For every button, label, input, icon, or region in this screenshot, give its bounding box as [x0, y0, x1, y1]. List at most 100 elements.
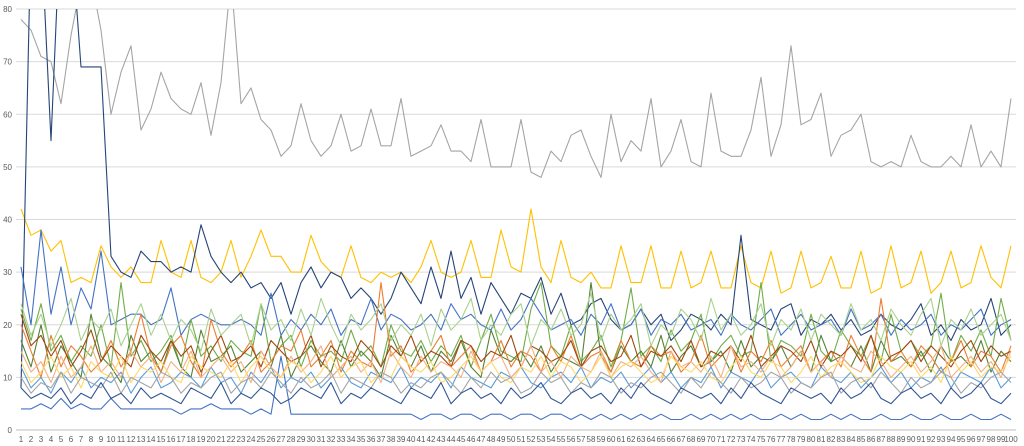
x-tick-label: 91 [917, 435, 926, 444]
x-tick-label: 63 [637, 435, 646, 444]
x-tick-label: 70 [707, 435, 716, 444]
x-tick-label: 97 [977, 435, 986, 444]
x-tick-label: 2 [29, 435, 34, 444]
x-tick-label: 40 [407, 435, 416, 444]
x-tick-label: 98 [987, 435, 996, 444]
x-tick-label: 83 [837, 435, 846, 444]
x-tick-label: 45 [457, 435, 466, 444]
x-tick-label: 43 [437, 435, 446, 444]
x-tick-label: 78 [787, 435, 796, 444]
x-tick-label: 20 [207, 435, 216, 444]
x-tick-label: 30 [307, 435, 316, 444]
y-tick-label: 10 [3, 373, 12, 382]
x-tick-label: 32 [327, 435, 336, 444]
x-tick-label: 3 [39, 435, 44, 444]
x-tick-label: 6 [69, 435, 74, 444]
x-tick-label: 23 [237, 435, 246, 444]
x-tick-label: 67 [677, 435, 686, 444]
x-tick-label: 82 [827, 435, 836, 444]
y-tick-label: 20 [3, 321, 12, 330]
y-tick-label: 70 [3, 58, 12, 67]
x-tick-label: 99 [997, 435, 1006, 444]
x-tick-label: 96 [967, 435, 976, 444]
x-tick-label: 50 [507, 435, 516, 444]
x-tick-label: 71 [717, 435, 726, 444]
x-tick-label: 65 [657, 435, 666, 444]
x-tick-label: 15 [157, 435, 166, 444]
x-tick-label: 90 [907, 435, 916, 444]
x-tick-label: 95 [957, 435, 966, 444]
x-tick-label: 8 [89, 435, 94, 444]
x-tick-label: 24 [247, 435, 256, 444]
x-tick-label: 19 [197, 435, 206, 444]
x-tick-label: 68 [687, 435, 696, 444]
x-tick-label: 33 [337, 435, 346, 444]
x-tick-label: 93 [937, 435, 946, 444]
x-tick-label: 62 [627, 435, 636, 444]
series-line-14 [20, 371, 1012, 394]
x-tick-label: 55 [557, 435, 566, 444]
x-tick-label: 26 [267, 435, 276, 444]
x-tick-label: 34 [347, 435, 356, 444]
x-tick-label: 27 [277, 435, 286, 444]
x-tick-label: 13 [137, 435, 146, 444]
x-tick-label: 52 [527, 435, 536, 444]
x-tick-label: 81 [817, 435, 826, 444]
x-tick-label: 57 [577, 435, 586, 444]
x-tick-label: 25 [257, 435, 266, 444]
x-tick-label: 39 [397, 435, 406, 444]
x-tick-label: 84 [847, 435, 856, 444]
x-tick-label: 69 [697, 435, 706, 444]
y-tick-label: 60 [3, 110, 12, 119]
y-tick-label: 30 [3, 268, 12, 277]
x-tick-label: 31 [317, 435, 326, 444]
x-tick-label: 64 [647, 435, 656, 444]
x-tick-label: 16 [167, 435, 176, 444]
x-tick-label: 54 [547, 435, 556, 444]
x-tick-label: 49 [497, 435, 506, 444]
x-tick-label: 94 [947, 435, 956, 444]
x-tick-label: 100 [1004, 435, 1018, 444]
x-tick-label: 36 [367, 435, 376, 444]
gridlines [16, 8, 1016, 378]
series-line-15 [20, 382, 1012, 405]
x-tick-label: 74 [747, 435, 756, 444]
y-tick-label: 40 [3, 216, 12, 225]
x-tick-label: 92 [927, 435, 936, 444]
x-tick-label: 41 [417, 435, 426, 444]
x-tick-label: 44 [447, 435, 456, 444]
series-line-2 [20, 208, 1012, 294]
x-tick-label: 9 [99, 435, 104, 444]
x-tick-label: 61 [617, 435, 626, 444]
series-line-9 [20, 366, 1012, 394]
x-tick-label: 59 [597, 435, 606, 444]
x-tick-label: 66 [667, 435, 676, 444]
x-tick-label: 10 [107, 435, 116, 444]
x-tick-label: 28 [287, 435, 296, 444]
series-line-11 [20, 292, 1012, 352]
series-line-3 [20, 9, 1012, 388]
x-tick-label: 76 [767, 435, 776, 444]
x-tick-label: 17 [177, 435, 186, 444]
x-tick-label: 4 [49, 435, 54, 444]
x-tick-label: 73 [737, 435, 746, 444]
x-tick-label: 35 [357, 435, 366, 444]
x-tick-label: 51 [517, 435, 526, 444]
x-tick-label: 46 [467, 435, 476, 444]
x-tick-label: 85 [857, 435, 866, 444]
x-tick-label: 87 [877, 435, 886, 444]
y-tick-label: 0 [8, 426, 13, 435]
series-line-6 [20, 282, 1012, 384]
x-tick-label: 37 [377, 435, 386, 444]
x-tick-label: 12 [127, 435, 136, 444]
x-tick-label: 60 [607, 435, 616, 444]
x-tick-label: 53 [537, 435, 546, 444]
x-tick-label: 29 [297, 435, 306, 444]
series-lines [20, 9, 1012, 421]
x-tick-label: 88 [887, 435, 896, 444]
x-tick-label: 56 [567, 435, 576, 444]
x-tick-label: 18 [187, 435, 196, 444]
